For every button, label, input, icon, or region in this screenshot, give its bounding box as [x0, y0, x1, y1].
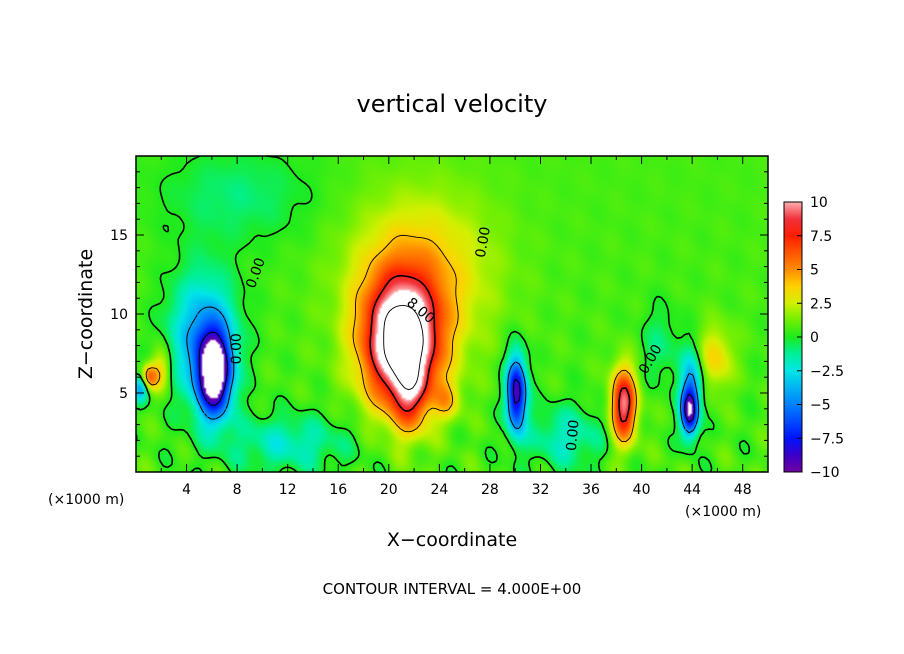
- contour-label: 0.00: [564, 419, 583, 451]
- y-tick-label: 10: [110, 307, 128, 323]
- contour-level-12: [383, 305, 424, 391]
- colorbar-tick-label: −2.5: [810, 364, 844, 380]
- plot-area: 0.000.008.000.000.000.00 4 8 12 16 20 24 28 32 3…: [110, 155, 769, 498]
- chart-title: vertical velocity: [357, 90, 548, 118]
- colorbar-tick-label: −7.5: [810, 431, 844, 447]
- x-tick-label: 24: [430, 482, 448, 498]
- y-axis-ticks: 5 10 15: [110, 171, 768, 457]
- colorbar-tick-label: 10: [810, 195, 828, 211]
- y-tick-label: 15: [110, 228, 128, 244]
- x-tick-label: 36: [582, 482, 600, 498]
- contour-lines: [135, 155, 751, 473]
- x-tick-label: 32: [532, 482, 550, 498]
- colorbar-tick-label: 0: [810, 330, 819, 346]
- contour-level-8: [369, 274, 631, 423]
- colorbar-tick-label: −5: [810, 398, 831, 414]
- x-tick-label: 28: [481, 482, 499, 498]
- velocity-heatmap: [136, 156, 768, 472]
- x-tick-label: 16: [329, 482, 347, 498]
- x-tick-label: 20: [380, 482, 398, 498]
- x-tick-label: 8: [233, 482, 242, 498]
- x-tick-label: 4: [182, 482, 191, 498]
- x-tick-label: 48: [734, 482, 752, 498]
- colorbar-tick-label: −10: [810, 465, 840, 481]
- y-tick-label: 5: [119, 386, 128, 402]
- contour-label: 0.00: [229, 333, 245, 364]
- x-tick-label: 44: [683, 482, 701, 498]
- contour-level-neg4: [186, 306, 700, 434]
- x-unit-label-left: (×1000 m): [48, 492, 124, 508]
- colorbar-ticks: 10 7.5 5 2.5 0 −2.5 −5 −7.5 −10: [797, 195, 844, 481]
- colorbar-tick-label: 7.5: [810, 229, 832, 245]
- contour-interval-note: CONTOUR INTERVAL = 4.000E+00: [323, 580, 582, 598]
- y-axis-label: Z−coordinate: [75, 249, 97, 379]
- x-unit-label-right: (×1000 m): [685, 504, 761, 520]
- colorbar-tick-label: 5: [810, 263, 819, 279]
- colorbar-tick-label: 2.5: [810, 296, 832, 312]
- x-tick-label: 40: [633, 482, 651, 498]
- colorbar: 10 7.5 5 2.5 0 −2.5 −5 −7.5 −10: [783, 195, 844, 481]
- x-axis-label: X−coordinate: [387, 529, 517, 551]
- x-axis-ticks: 4 8 12 16 20 24 28 32 36 40 44 48: [160, 156, 752, 498]
- x-tick-label: 12: [279, 482, 297, 498]
- contour-level-neg8: [198, 331, 695, 423]
- contour-label: 0.00: [473, 225, 494, 258]
- contour-level-4: [145, 234, 637, 443]
